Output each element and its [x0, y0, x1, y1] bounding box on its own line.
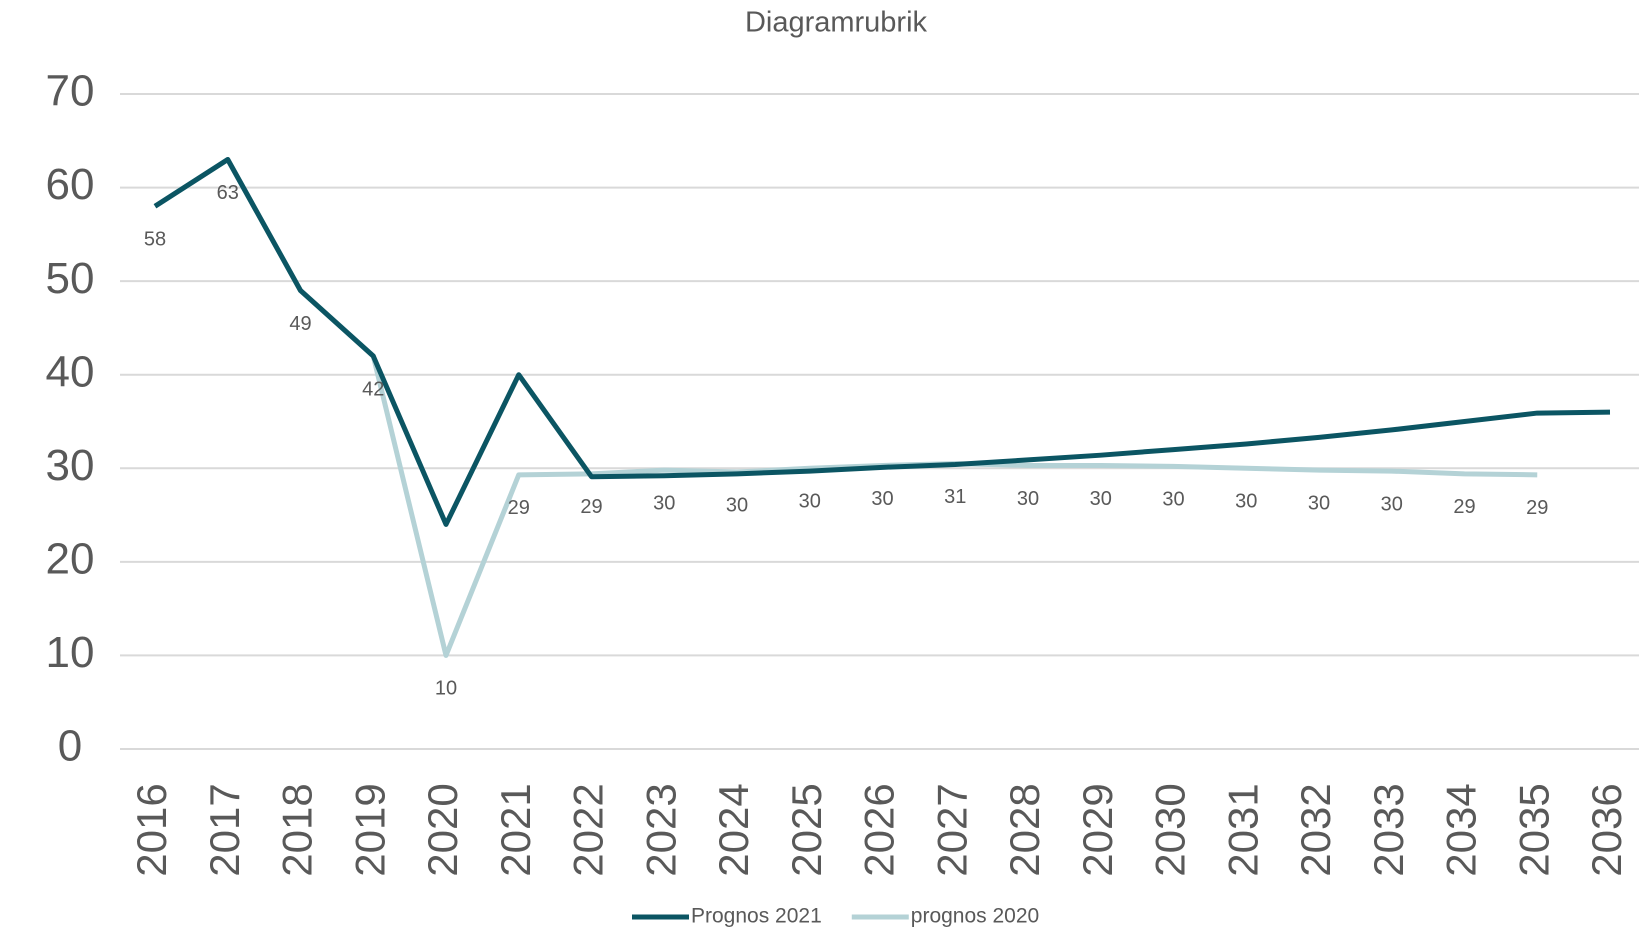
data-label: 42: [362, 378, 384, 400]
y-tick-label: 10: [46, 628, 95, 677]
data-label: 10: [435, 678, 457, 700]
y-tick-label: 30: [46, 441, 95, 490]
x-tick-label: 2022: [565, 783, 612, 876]
legend-label: prognos 2020: [911, 905, 1039, 928]
y-tick-label: 70: [46, 67, 95, 116]
data-label: 49: [289, 313, 311, 335]
x-tick-label: 2029: [1074, 783, 1121, 876]
data-label: 30: [1235, 491, 1257, 513]
y-tick-label: 0: [58, 722, 82, 771]
x-tick-label: 2016: [128, 783, 175, 876]
data-label: 30: [1308, 492, 1330, 514]
data-label: 30: [871, 488, 893, 510]
chart-title: Diagramrubrik: [745, 7, 928, 39]
series-line: [153, 157, 1611, 527]
x-tick-label: 2026: [856, 783, 903, 876]
data-label: 29: [580, 496, 602, 518]
data-label: 30: [1090, 488, 1112, 510]
series-line: [153, 157, 1538, 658]
data-label: 30: [726, 494, 748, 516]
x-tick-label: 2018: [274, 783, 321, 876]
data-label: 30: [1017, 488, 1039, 510]
x-tick-label: 2027: [928, 783, 975, 876]
x-tick-label: 2036: [1583, 783, 1630, 876]
data-label: 29: [1526, 497, 1548, 519]
data-label: 30: [1162, 489, 1184, 511]
y-tick-label: 40: [46, 347, 95, 396]
x-tick-label: 2030: [1147, 783, 1194, 876]
x-tick-label: 2017: [201, 783, 248, 876]
y-tick-label: 50: [46, 254, 95, 303]
x-tick-label: 2035: [1510, 783, 1557, 876]
x-tick-label: 2024: [710, 783, 757, 876]
x-tick-label: 2019: [346, 783, 393, 876]
x-tick-label: 2033: [1365, 783, 1412, 876]
x-tick-label: 2031: [1219, 783, 1266, 876]
x-tick-label: 2028: [1001, 783, 1048, 876]
data-label: 63: [217, 182, 239, 204]
data-label: 30: [799, 491, 821, 513]
data-label: 30: [653, 492, 675, 514]
data-label: 31: [944, 486, 966, 508]
x-tick-label: 2025: [783, 783, 830, 876]
x-tick-label: 2032: [1292, 783, 1339, 876]
y-tick-label: 20: [46, 534, 95, 583]
data-label: 30: [1381, 493, 1403, 515]
x-tick-label: 2023: [637, 783, 684, 876]
data-label: 29: [1453, 496, 1475, 518]
x-tick-label: 2021: [492, 783, 539, 876]
x-tick-label: 2020: [419, 783, 466, 876]
y-tick-label: 60: [46, 160, 95, 209]
x-tick-label: 2034: [1438, 783, 1485, 876]
data-label: 58: [144, 229, 166, 251]
legend-label: Prognos 2021: [691, 905, 822, 928]
data-label: 29: [508, 497, 530, 519]
